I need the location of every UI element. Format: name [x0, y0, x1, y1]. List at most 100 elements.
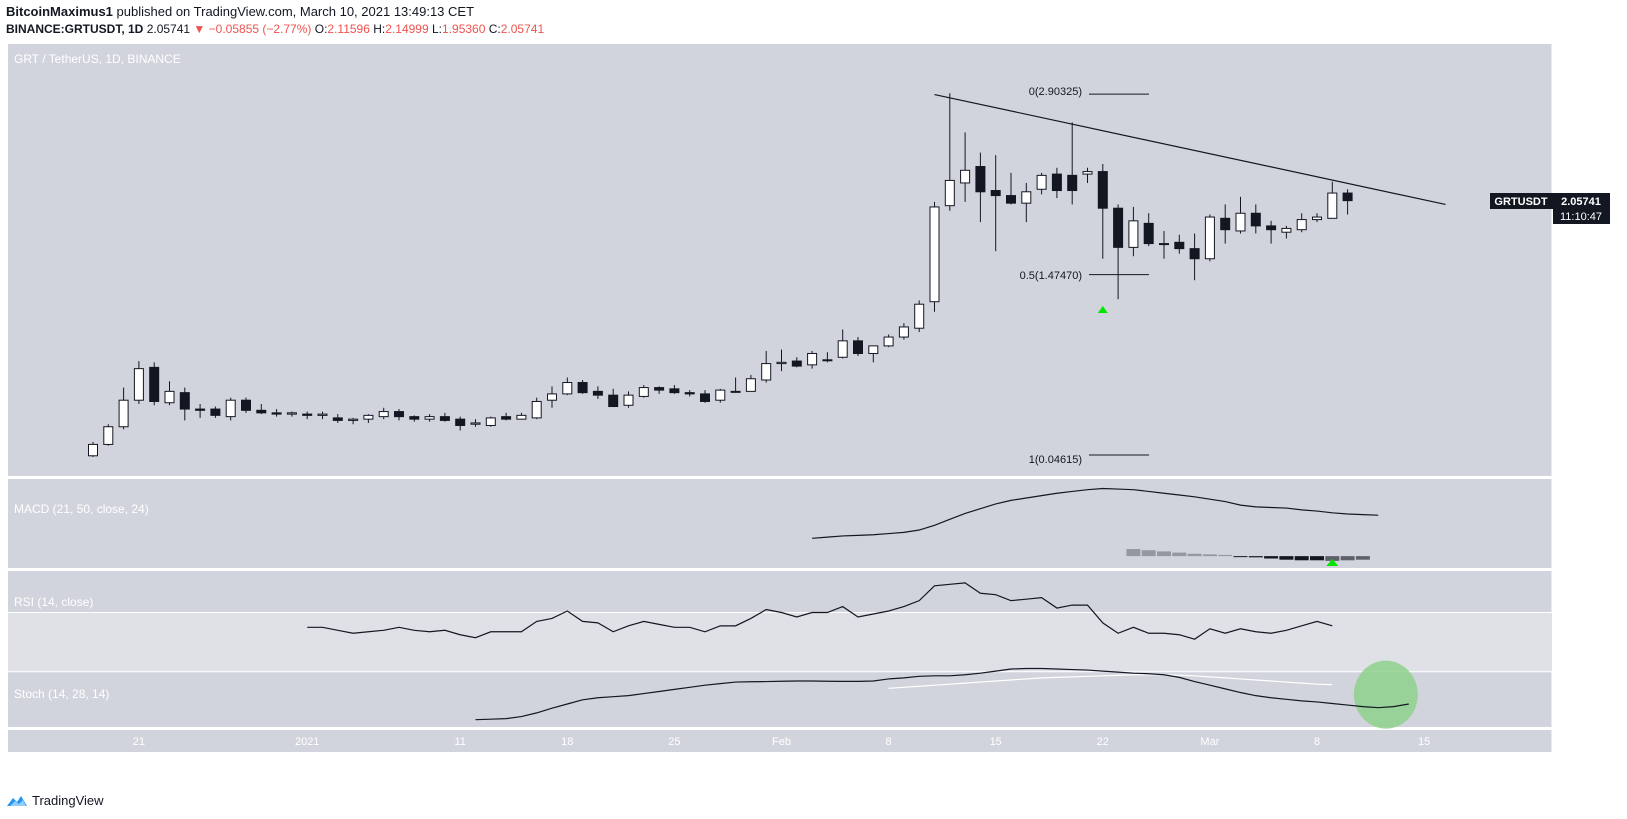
low-label: L: — [432, 22, 443, 36]
macd-histogram-bar — [1325, 556, 1340, 561]
price-tick-label: 2.50000 — [1561, 140, 1601, 152]
macd-tick-label: 0.50000 — [1561, 492, 1601, 504]
candle-body — [195, 408, 206, 411]
macd-title: MACD (21, 50, close, 24) — [14, 502, 149, 516]
macd-line — [812, 487, 1379, 539]
candle-body — [1189, 248, 1200, 260]
candle-body — [608, 394, 619, 408]
open-value: 2.11596 — [327, 22, 370, 36]
candle-body — [1266, 225, 1277, 231]
candle-body — [669, 388, 680, 394]
candle-body — [730, 390, 741, 393]
highlight-circle — [1353, 660, 1418, 729]
candle-body — [807, 352, 818, 366]
candle-body — [363, 414, 374, 420]
ohlc-legend: BINANCE:GRTUSDT, 1D 2.05741 ▼ −0.05855 (… — [6, 22, 544, 36]
stoch-title: Stoch (14, 28, 14) — [14, 687, 109, 701]
price-tag-symbol-box — [1490, 193, 1553, 209]
candle-body — [1327, 192, 1338, 219]
candle-body — [929, 206, 940, 303]
symbol-label[interactable]: BINANCE:GRTUSDT, 1D — [6, 22, 144, 36]
candle-body — [547, 393, 557, 401]
candle-body — [1113, 207, 1124, 248]
candle-body — [883, 336, 894, 347]
candle-body — [1250, 212, 1261, 227]
candle-body — [133, 368, 144, 401]
candle-body — [103, 426, 114, 445]
candle-body — [348, 418, 359, 421]
price-tick-label: 0.00000 — [1561, 456, 1601, 468]
fib-label-0: 0(2.90325) — [1029, 86, 1082, 98]
time-tick-label: 8 — [1314, 736, 1320, 748]
macd-histogram-bar — [1279, 556, 1294, 560]
macd-triangle-marker — [1326, 559, 1339, 566]
candle-body — [592, 390, 603, 396]
candle-body — [868, 345, 879, 354]
stoch-k-line — [475, 667, 1409, 721]
candle-body — [302, 413, 313, 416]
time-tick-label: Mar — [1200, 736, 1219, 748]
candle-body — [394, 411, 404, 418]
candle-body — [944, 179, 955, 207]
close-value: 2.05741 — [500, 22, 545, 36]
fib-label-05: 0.5(1.47470) — [1020, 270, 1082, 282]
macd-histogram-bar — [1172, 552, 1187, 557]
down-arrow-icon: ▼ — [193, 22, 206, 36]
candle-body — [562, 382, 573, 395]
macd-tick-label: 0.00000 — [1561, 551, 1601, 563]
candle-body — [1159, 243, 1169, 246]
candle-body — [317, 413, 328, 416]
price-tag[interactable]: GRTUSDT 2.05741 11:10:47 — [1490, 193, 1610, 224]
candle-body — [776, 361, 787, 365]
candle-body — [898, 326, 909, 338]
rsi-tick-label: 80.00 — [1561, 593, 1589, 605]
time-tick-label: Feb — [772, 736, 791, 748]
time-tick-label: 22 — [1097, 736, 1109, 748]
author-name[interactable]: BitcoinMaximus1 — [6, 4, 113, 19]
candle-body — [623, 394, 634, 406]
candle-body — [424, 416, 435, 420]
candle-body — [1281, 227, 1292, 233]
rsi-group: 80.00 60.00 — [8, 582, 1589, 673]
candle-body — [470, 422, 481, 425]
candle-body — [378, 411, 389, 418]
macd-histogram-bar — [1248, 556, 1263, 558]
candle-body — [439, 416, 450, 421]
candle-body — [1006, 195, 1016, 204]
time-tick-label: 21 — [133, 736, 145, 748]
candle-body — [745, 378, 756, 392]
time-tick-label: 15 — [990, 736, 1002, 748]
candle-body — [1097, 171, 1108, 209]
macd-histogram-bar — [1157, 551, 1171, 557]
candle-body — [1051, 173, 1062, 192]
candle-body — [1174, 241, 1185, 250]
publish-info: published on TradingView.com, March 10, … — [116, 4, 475, 19]
macd-histogram-bar — [1126, 549, 1141, 557]
candle-body — [531, 400, 542, 419]
candle-body — [271, 412, 282, 415]
tradingview-footer[interactable]: TradingView — [6, 793, 104, 808]
time-axis-bg — [8, 730, 1552, 752]
candle-body — [577, 382, 588, 394]
candle-body — [1036, 174, 1047, 190]
stoch-group: 80.00 40.00 — [475, 660, 1589, 729]
price-tag-price-box — [1553, 193, 1610, 209]
open-label: O: — [314, 22, 328, 36]
candle-body — [684, 392, 695, 395]
price-tag-countdown: 11:10:47 — [1560, 211, 1602, 223]
candle-body — [455, 418, 466, 426]
candle-body — [1128, 220, 1139, 248]
candle-body — [791, 360, 802, 367]
candle-body — [654, 387, 665, 391]
time-tick-label: 11 — [454, 736, 465, 748]
high-label: H: — [373, 22, 386, 36]
candle-body — [501, 416, 512, 420]
close-label: C: — [488, 22, 501, 36]
candle-body — [1204, 216, 1215, 260]
bullish-triangle-marker — [1097, 306, 1108, 314]
macd-histogram-bar — [1202, 554, 1217, 557]
price-tick-label: 1.00000 — [1561, 330, 1601, 342]
candle-body — [822, 359, 833, 362]
macd-histogram-bar — [1233, 556, 1248, 558]
